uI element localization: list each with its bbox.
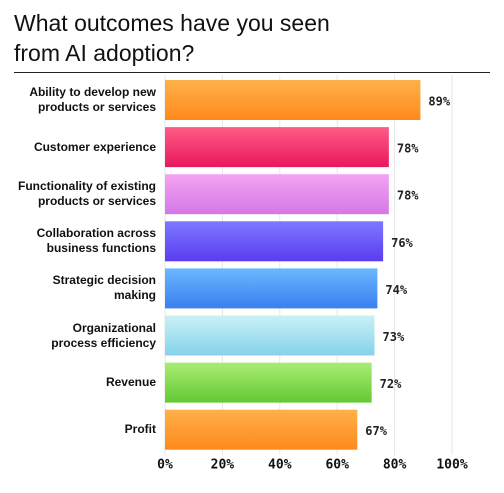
value-label: 78% (397, 189, 419, 203)
category-label: Profit (124, 422, 156, 437)
value-label: 67% (365, 424, 387, 438)
category-label: Collaboration across business functions (36, 226, 156, 256)
bar (165, 315, 375, 356)
category-label-box: Ability to develop new products or servi… (29, 85, 156, 114)
category-label: Strategic decision making (52, 273, 156, 303)
category-label-box: Profit (124, 422, 156, 437)
value-label: 74% (385, 283, 407, 297)
title-rule (14, 72, 490, 73)
x-tick-label: 100% (436, 458, 467, 473)
category-label: Revenue (105, 375, 156, 390)
value-label: 76% (391, 236, 413, 250)
category-label-box: Strategic decision making (52, 273, 156, 303)
bar (165, 174, 389, 215)
bar (165, 80, 421, 120)
category-label: Functionality of existing products or se… (17, 179, 156, 209)
category-label-box: Collaboration across business functions (36, 226, 156, 256)
bar (165, 221, 384, 262)
x-tick-label: 80% (383, 458, 407, 473)
value-label: 89% (428, 95, 450, 109)
x-tick-label: 40% (268, 458, 292, 473)
bar (165, 127, 389, 168)
category-label-box: Functionality of existing products or se… (17, 179, 156, 209)
bar (165, 409, 358, 450)
value-label: 72% (380, 377, 402, 391)
category-label: Organizational process efficiency (51, 320, 156, 350)
x-tick-label: 0% (157, 458, 173, 473)
value-label: 78% (397, 142, 419, 156)
bar (165, 362, 372, 403)
category-label: Ability to develop new products or servi… (29, 85, 156, 114)
category-label-box: Revenue (105, 375, 156, 390)
category-label-box: Customer experience (33, 139, 156, 154)
value-label: 73% (383, 330, 405, 344)
category-label-box: Organizational process efficiency (51, 320, 156, 350)
x-tick-label: 60% (325, 458, 349, 473)
x-tick-label: 20% (211, 458, 235, 473)
chart-title: What outcomes have you seen from AI adop… (14, 10, 330, 66)
category-label: Customer experience (33, 139, 156, 154)
bar (165, 268, 378, 309)
